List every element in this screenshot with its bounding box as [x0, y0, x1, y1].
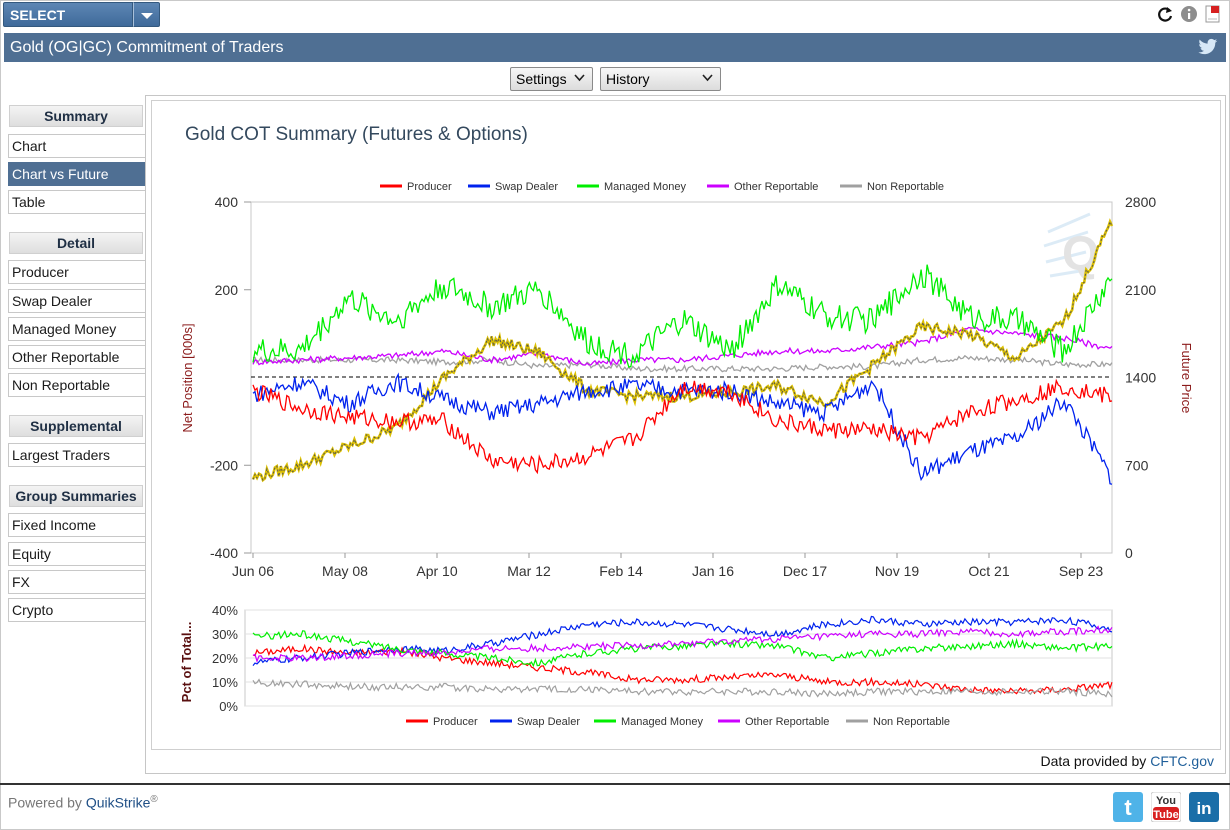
- y2-tick-label: 0: [1125, 545, 1133, 561]
- x-tick-label: Sep 23: [1059, 563, 1104, 579]
- sidebar-item-largest-traders[interactable]: Largest Traders: [8, 443, 146, 467]
- pct-y-axis-label: Pct of Total...: [179, 622, 194, 703]
- x-tick-label: Apr 10: [416, 563, 457, 579]
- sidebar-item-chart-vs-future[interactable]: Chart vs Future: [8, 162, 146, 186]
- page-title: Gold (OG|GC) Commitment of Traders: [10, 39, 284, 56]
- pct-y-tick-label: 10%: [212, 675, 238, 690]
- sidebar-item-managed-money[interactable]: Managed Money: [8, 317, 146, 341]
- linkedin-social-icon[interactable]: in: [1189, 792, 1219, 822]
- title-bar: Gold (OG|GC) Commitment of Traders: [4, 33, 1226, 62]
- sidebar-item-non-reportable[interactable]: Non Reportable: [8, 373, 146, 397]
- sidebar-head-group-summaries: Group Summaries: [9, 485, 143, 507]
- y2-tick-label: 1400: [1125, 370, 1156, 386]
- x-tick-label: Jan 16: [692, 563, 734, 579]
- settings-label: Settings: [516, 71, 567, 87]
- sidebar-head-summary: Summary: [9, 105, 143, 127]
- series-line-swap: [252, 372, 1113, 485]
- y-axis-label: Net Position [000s]: [180, 323, 195, 432]
- x-tick-label: Mar 12: [507, 563, 551, 579]
- sidebar-item-producer[interactable]: Producer: [8, 260, 146, 284]
- x-tick-label: Jun 06: [232, 563, 274, 579]
- quikstrike-link[interactable]: QuikStrike: [85, 794, 151, 811]
- data-provided-text: Data provided by: [1040, 753, 1151, 769]
- cftc-link[interactable]: CFTC.gov: [1150, 753, 1214, 769]
- chevron-down-icon: [574, 74, 585, 82]
- sidebar-item-fx[interactable]: FX: [8, 570, 146, 594]
- series-line-nonrep: [252, 354, 1113, 374]
- pct-y-tick-label: 30%: [212, 627, 238, 642]
- registered-mark: ®: [150, 794, 158, 805]
- svg-text:t: t: [1124, 795, 1132, 820]
- youtube-social-icon[interactable]: You Tube: [1151, 792, 1181, 822]
- y2-tick-label: 2800: [1125, 194, 1156, 210]
- legend-label-nonrep: Non Reportable: [873, 716, 950, 728]
- settings-dropdown[interactable]: Settings: [510, 67, 593, 91]
- legend-label-producer: Producer: [407, 181, 452, 193]
- pct-y-tick-label: 40%: [212, 603, 238, 618]
- footer-divider: [0, 783, 1230, 785]
- y-tick-label: -200: [210, 457, 238, 473]
- sidebar-item-swap-dealer[interactable]: Swap Dealer: [8, 289, 146, 313]
- y2-tick-label: 2100: [1125, 282, 1156, 298]
- sidebar-item-other-reportable[interactable]: Other Reportable: [8, 345, 146, 369]
- series-line-managed: [252, 264, 1113, 368]
- pct-series-line-managed: [252, 629, 1113, 668]
- x-tick-label: Oct 21: [968, 563, 1009, 579]
- refresh-icon[interactable]: [1156, 5, 1174, 23]
- youtube-tube: Tube: [1153, 809, 1178, 821]
- info-icon[interactable]: [1180, 5, 1198, 23]
- chevron-down-icon: [702, 74, 713, 82]
- x-tick-label: Feb 14: [599, 563, 643, 579]
- x-tick-label: Dec 17: [783, 563, 828, 579]
- sidebar-item-chart[interactable]: Chart: [8, 134, 146, 158]
- series-line-producer: [252, 378, 1113, 475]
- pct-y-tick-label: 20%: [212, 651, 238, 666]
- series-line-other: [252, 326, 1113, 367]
- sidebar-item-equity[interactable]: Equity: [8, 542, 146, 566]
- y-tick-label: 200: [215, 282, 239, 298]
- powered-by-text: Powered by: [8, 794, 86, 811]
- twitter-icon[interactable]: [1198, 38, 1218, 56]
- legend-label-managed: Managed Money: [604, 181, 686, 193]
- sidebar-head-detail: Detail: [9, 232, 143, 254]
- sidebar-item-table[interactable]: Table: [8, 190, 146, 214]
- top-icons: [1156, 5, 1222, 23]
- y-tick-label: 400: [215, 194, 239, 210]
- youtube-you: You: [1156, 795, 1176, 807]
- y-tick-label: -400: [210, 545, 238, 561]
- legend-label-managed: Managed Money: [621, 716, 703, 728]
- powered-by: Powered by QuikStrike®: [8, 794, 158, 811]
- sidebar-head-supplemental: Supplemental: [9, 415, 143, 437]
- data-provided: Data provided by CFTC.gov: [1040, 753, 1214, 769]
- sidebar-item-crypto[interactable]: Crypto: [8, 598, 146, 622]
- legend-label-swap: Swap Dealer: [495, 181, 558, 193]
- select-product-dropdown-arrow[interactable]: [133, 2, 160, 27]
- x-tick-label: May 08: [322, 563, 368, 579]
- chart-title: Gold COT Summary (Futures & Options): [185, 124, 528, 145]
- legend-label-other: Other Reportable: [745, 716, 829, 728]
- sidebar-item-fixed-income[interactable]: Fixed Income: [8, 513, 146, 537]
- twitter-social-icon[interactable]: t: [1113, 792, 1143, 822]
- legend-label-producer: Producer: [433, 716, 478, 728]
- legend-label-nonrep: Non Reportable: [867, 181, 944, 193]
- linkedin-label: in: [1196, 799, 1211, 818]
- y2-tick-label: 700: [1125, 457, 1149, 473]
- watermark-letter: Q: [1062, 228, 1099, 281]
- quikstrike-watermark: Q: [1043, 212, 1099, 281]
- pct-series-line-other: [252, 625, 1113, 663]
- legend-label-swap: Swap Dealer: [517, 716, 580, 728]
- y2-axis-label: Future Price: [1179, 343, 1194, 414]
- pct-y-tick-label: 0%: [219, 699, 238, 714]
- pct-series-line-nonrep: [252, 678, 1113, 698]
- legend-label-other: Other Reportable: [734, 181, 818, 193]
- pdf-icon[interactable]: [1204, 5, 1222, 23]
- x-tick-label: Nov 19: [875, 563, 920, 579]
